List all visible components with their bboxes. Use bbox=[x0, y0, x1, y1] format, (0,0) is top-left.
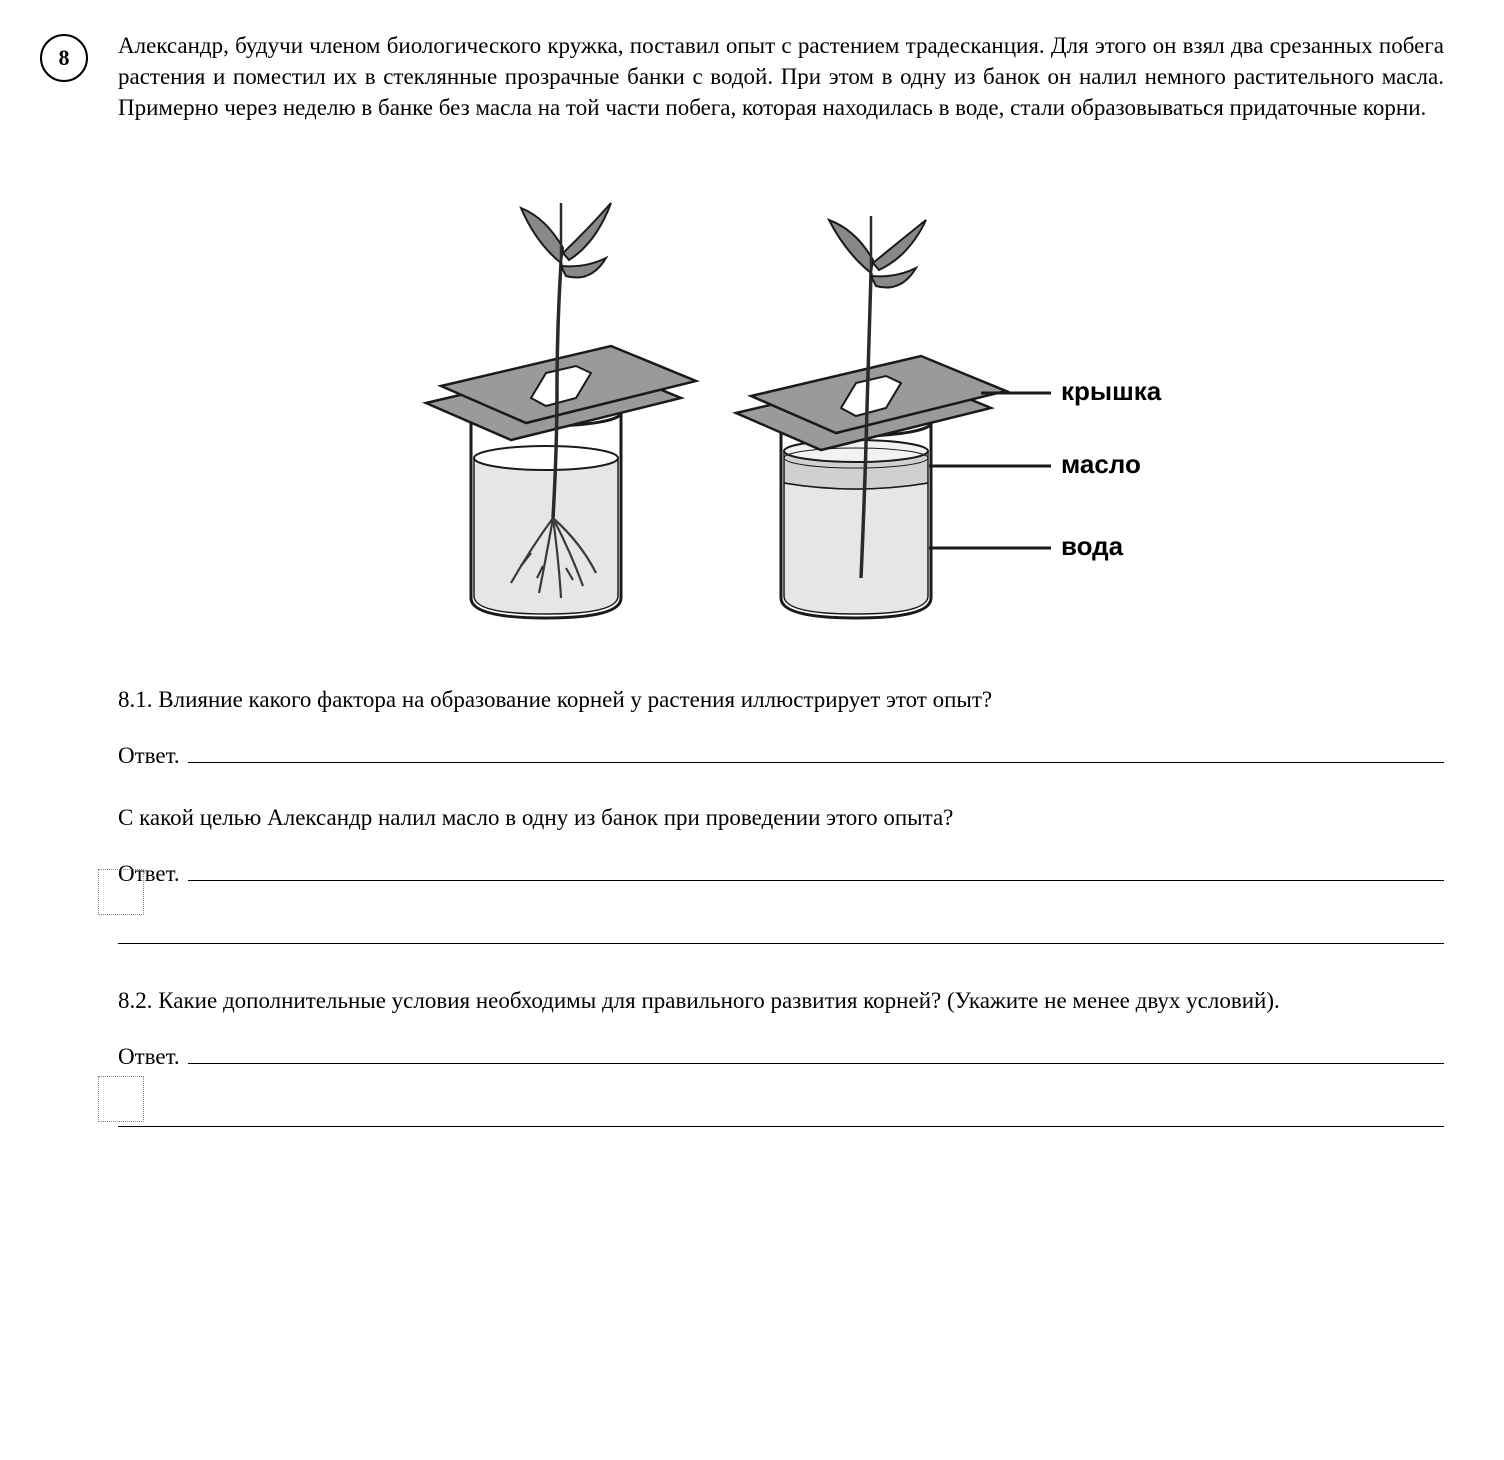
answer-row-3: Ответ. bbox=[118, 1039, 1444, 1075]
diagram-label-lid: крышка bbox=[1061, 376, 1162, 406]
answer-blank-line[interactable] bbox=[118, 1093, 1444, 1128]
answer-label: Ответ. bbox=[118, 1040, 180, 1075]
experiment-diagram: крышка масло вода bbox=[118, 148, 1444, 648]
answer-blank[interactable] bbox=[188, 856, 1444, 881]
answer-blank-line[interactable] bbox=[118, 910, 1444, 945]
score-box-icon bbox=[98, 1076, 144, 1122]
question-8-1b: С какой целью Александр налил масло в од… bbox=[118, 801, 1444, 944]
question-8-2: 8.2. Какие дополнительные условия необхо… bbox=[118, 984, 1444, 1127]
content-column: Александр, будучи членом биологического … bbox=[118, 30, 1464, 1127]
q81b-text: С какой целью Александр налил масло в од… bbox=[118, 801, 1444, 836]
diagram-label-water: вода bbox=[1061, 531, 1124, 561]
answer-label: Ответ. bbox=[118, 739, 180, 774]
intro-paragraph: Александр, будучи членом биологического … bbox=[118, 30, 1444, 123]
q82-text: 8.2. Какие дополнительные условия необхо… bbox=[118, 984, 1444, 1019]
answer-row-1: Ответ. bbox=[118, 738, 1444, 774]
answer-row-2: Ответ. bbox=[118, 856, 1444, 892]
score-box-icon bbox=[98, 869, 144, 915]
q81-text: 8.1. Влияние какого фактора на образован… bbox=[118, 683, 1444, 718]
question-number-badge: 8 bbox=[40, 34, 88, 82]
answer-blank[interactable] bbox=[188, 1039, 1444, 1064]
answer-blank[interactable] bbox=[188, 738, 1444, 763]
diagram-label-oil: масло bbox=[1061, 449, 1141, 479]
question-8-1: 8.1. Влияние какого фактора на образован… bbox=[118, 683, 1444, 773]
